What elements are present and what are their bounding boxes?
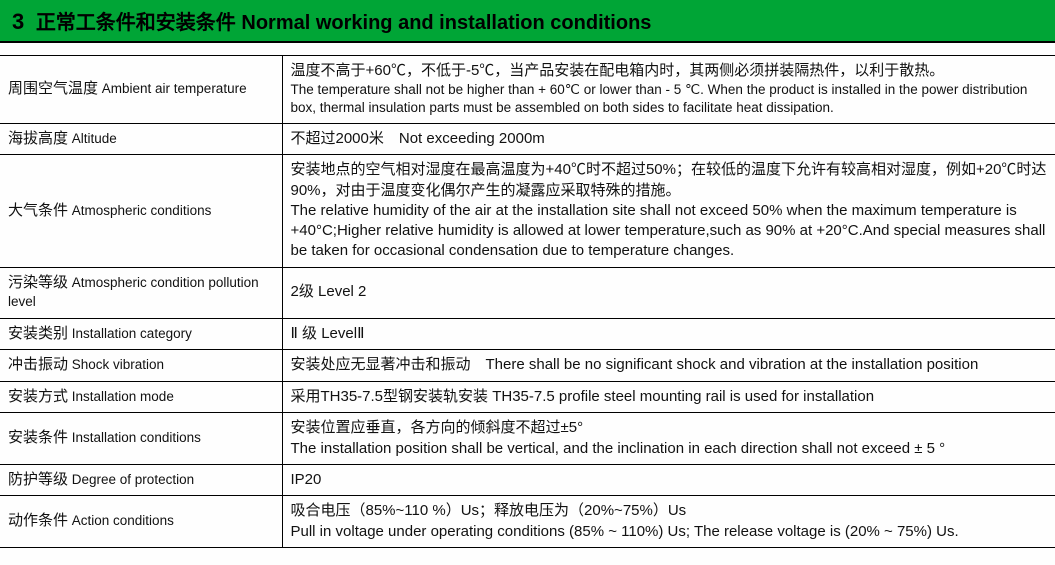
- table-row: 安装方式 Installation mode 采用TH35-7.5型钢安装轨安装 …: [0, 381, 1055, 413]
- label-cn: 防护等级: [8, 471, 68, 488]
- label-cn: 海拔高度: [8, 130, 68, 147]
- row-label: 防护等级 Degree of protection: [0, 464, 282, 496]
- row-label: 安装条件 Installation conditions: [0, 413, 282, 465]
- row-value: 温度不高于+60℃，不低于-5℃，当产品安装在配电箱内时，其两侧必须拼装隔热件，…: [282, 56, 1055, 124]
- label-en: Action conditions: [68, 513, 174, 528]
- value-en: The relative humidity of the air at the …: [291, 201, 1048, 262]
- value-cn: 安装地点的空气相对湿度在最高温度为+40℃时不超过50%；在较低的温度下允许有较…: [291, 160, 1048, 201]
- value-cn: 吸合电压（85%~110 %）Us；释放电压为（20%~75%）Us: [291, 501, 1048, 521]
- row-value: 不超过2000米 Not exceeding 2000m: [282, 123, 1055, 155]
- value-en: The temperature shall not be higher than…: [291, 81, 1048, 117]
- row-label: 周围空气温度 Ambient air temperature: [0, 56, 282, 124]
- label-en: Shock vibration: [68, 357, 164, 372]
- label-cn: 大气条件: [8, 202, 68, 219]
- table-row: 海拔高度 Altitude 不超过2000米 Not exceeding 2000…: [0, 123, 1055, 155]
- value-cn: 采用TH35-7.5型钢安装轨安装 TH35-7.5 profile steel…: [291, 387, 1048, 407]
- table-row: 安装条件 Installation conditions安装位置应垂直，各方向的…: [0, 413, 1055, 465]
- table-row: 污染等级 Atmospheric condition pollution lev…: [0, 267, 1055, 318]
- table-row: 动作条件 Action conditions吸合电压（85%~110 %）Us；…: [0, 496, 1055, 548]
- label-en: Installation mode: [68, 389, 174, 404]
- table-row: 大气条件 Atmospheric conditions安装地点的空气相对湿度在最…: [0, 155, 1055, 267]
- value-cn: IP20: [291, 470, 1048, 490]
- row-label: 海拔高度 Altitude: [0, 123, 282, 155]
- section-title-cn: 正常工条件和安装条件: [36, 12, 236, 34]
- value-cn: 不超过2000米 Not exceeding 2000m: [291, 129, 1048, 149]
- label-cn: 污染等级: [8, 274, 68, 291]
- row-value: 吸合电压（85%~110 %）Us；释放电压为（20%~75%）UsPull i…: [282, 496, 1055, 548]
- label-en: Altitude: [68, 131, 117, 146]
- row-label: 冲击振动 Shock vibration: [0, 350, 282, 382]
- row-label: 污染等级 Atmospheric condition pollution lev…: [0, 267, 282, 318]
- value-cn: 2级 Level 2: [291, 282, 1048, 302]
- label-en: Atmospheric conditions: [68, 203, 211, 218]
- value-cn: Ⅱ 级 LevelⅡ: [291, 324, 1048, 344]
- value-en: Pull in voltage under operating conditio…: [291, 522, 1048, 542]
- row-value: IP20: [282, 464, 1055, 496]
- section-header: 3 正常工条件和安装条件 Normal working and installa…: [0, 0, 1055, 43]
- table-row: 安装类别 Installation category Ⅱ 级 LevelⅡ: [0, 318, 1055, 350]
- section-number: 3: [12, 9, 24, 34]
- label-cn: 安装类别: [8, 325, 68, 342]
- row-value: 安装位置应垂直，各方向的倾斜度不超过±5°The installation po…: [282, 413, 1055, 465]
- label-cn: 动作条件: [8, 512, 68, 529]
- row-label: 动作条件 Action conditions: [0, 496, 282, 548]
- label-en: Installation category: [68, 326, 192, 341]
- row-value: 安装处应无显著冲击和振动 There shall be no significa…: [282, 350, 1055, 382]
- label-en: Degree of protection: [68, 472, 194, 487]
- row-label: 安装类别 Installation category: [0, 318, 282, 350]
- label-en: Ambient air temperature: [98, 81, 247, 96]
- row-value: 采用TH35-7.5型钢安装轨安装 TH35-7.5 profile steel…: [282, 381, 1055, 413]
- conditions-table: 周围空气温度 Ambient air temperature 温度不高于+60℃，…: [0, 55, 1055, 548]
- label-cn: 周围空气温度: [8, 80, 98, 97]
- table-row: 周围空气温度 Ambient air temperature 温度不高于+60℃，…: [0, 56, 1055, 124]
- value-en: The installation position shall be verti…: [291, 439, 1048, 459]
- table-row: 冲击振动 Shock vibration 安装处应无显著冲击和振动 There s…: [0, 350, 1055, 382]
- label-cn: 冲击振动: [8, 356, 68, 373]
- value-cn: 温度不高于+60℃，不低于-5℃，当产品安装在配电箱内时，其两侧必须拼装隔热件，…: [291, 61, 1048, 81]
- value-cn: 安装处应无显著冲击和振动 There shall be no significa…: [291, 355, 1048, 375]
- table-row: 防护等级 Degree of protection IP20: [0, 464, 1055, 496]
- row-value: 2级 Level 2: [282, 267, 1055, 318]
- row-value: Ⅱ 级 LevelⅡ: [282, 318, 1055, 350]
- row-label: 安装方式 Installation mode: [0, 381, 282, 413]
- row-label: 大气条件 Atmospheric conditions: [0, 155, 282, 267]
- section-title-en: Normal working and installation conditio…: [241, 12, 651, 34]
- label-en: Installation conditions: [68, 430, 201, 445]
- value-cn: 安装位置应垂直，各方向的倾斜度不超过±5°: [291, 418, 1048, 438]
- label-cn: 安装方式: [8, 388, 68, 405]
- row-value: 安装地点的空气相对湿度在最高温度为+40℃时不超过50%；在较低的温度下允许有较…: [282, 155, 1055, 267]
- label-cn: 安装条件: [8, 429, 68, 446]
